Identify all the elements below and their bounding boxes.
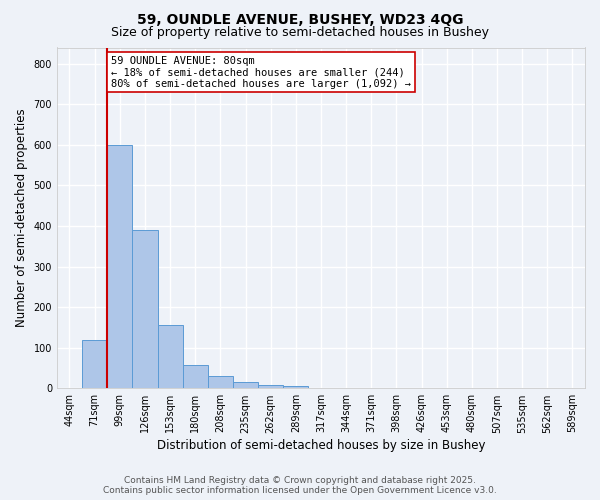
Bar — [107, 145, 133, 388]
Text: Contains HM Land Registry data © Crown copyright and database right 2025.
Contai: Contains HM Land Registry data © Crown c… — [103, 476, 497, 495]
Bar — [133, 230, 158, 388]
Text: 59, OUNDLE AVENUE, BUSHEY, WD23 4QG: 59, OUNDLE AVENUE, BUSHEY, WD23 4QG — [137, 12, 463, 26]
Bar — [233, 382, 258, 388]
Bar — [182, 365, 208, 388]
Text: 59 OUNDLE AVENUE: 80sqm
← 18% of semi-detached houses are smaller (244)
80% of s: 59 OUNDLE AVENUE: 80sqm ← 18% of semi-de… — [111, 56, 411, 89]
X-axis label: Distribution of semi-detached houses by size in Bushey: Distribution of semi-detached houses by … — [157, 440, 485, 452]
Bar — [82, 340, 107, 388]
Bar — [258, 385, 283, 388]
Bar — [208, 376, 233, 388]
Bar — [158, 324, 182, 388]
Bar — [283, 386, 308, 388]
Text: Size of property relative to semi-detached houses in Bushey: Size of property relative to semi-detach… — [111, 26, 489, 39]
Y-axis label: Number of semi-detached properties: Number of semi-detached properties — [15, 108, 28, 327]
